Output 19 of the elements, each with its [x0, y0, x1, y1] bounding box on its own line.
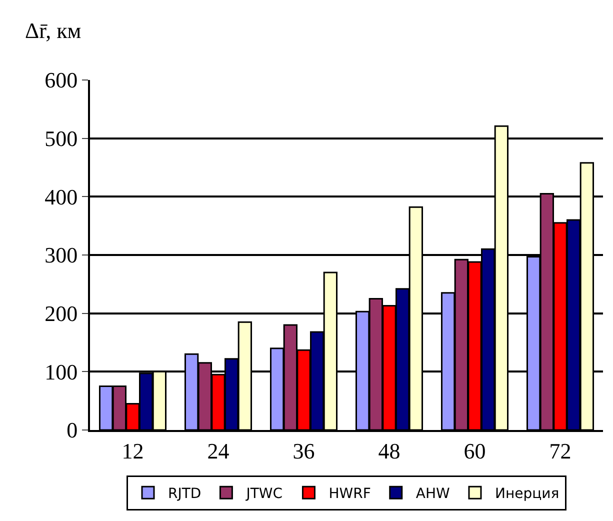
legend-label: AHW: [416, 486, 450, 502]
y-tick-label: 0: [66, 418, 78, 443]
y-axis-title: Δr̄, км: [25, 18, 82, 43]
y-tick-label: 600: [44, 68, 78, 93]
y-tick-label: 100: [44, 359, 78, 384]
y-tick-label: 200: [44, 301, 78, 326]
x-tick-label: 72: [549, 438, 572, 464]
legend-label: Инерция: [494, 486, 560, 502]
y-tick-label: 400: [44, 184, 78, 210]
x-tick-label: 48: [378, 438, 400, 464]
legend-label: HWRF: [328, 486, 371, 502]
x-tick-label: 60: [464, 438, 486, 464]
y-tick-label: 300: [44, 242, 78, 268]
y-tick-label: 500: [44, 126, 78, 152]
legend-label: RJTD: [168, 486, 202, 502]
legend-label: JTWC: [245, 486, 283, 502]
x-tick-label: 12: [122, 438, 144, 464]
x-tick-label: 36: [292, 438, 315, 464]
x-tick-label: 24: [207, 438, 230, 464]
